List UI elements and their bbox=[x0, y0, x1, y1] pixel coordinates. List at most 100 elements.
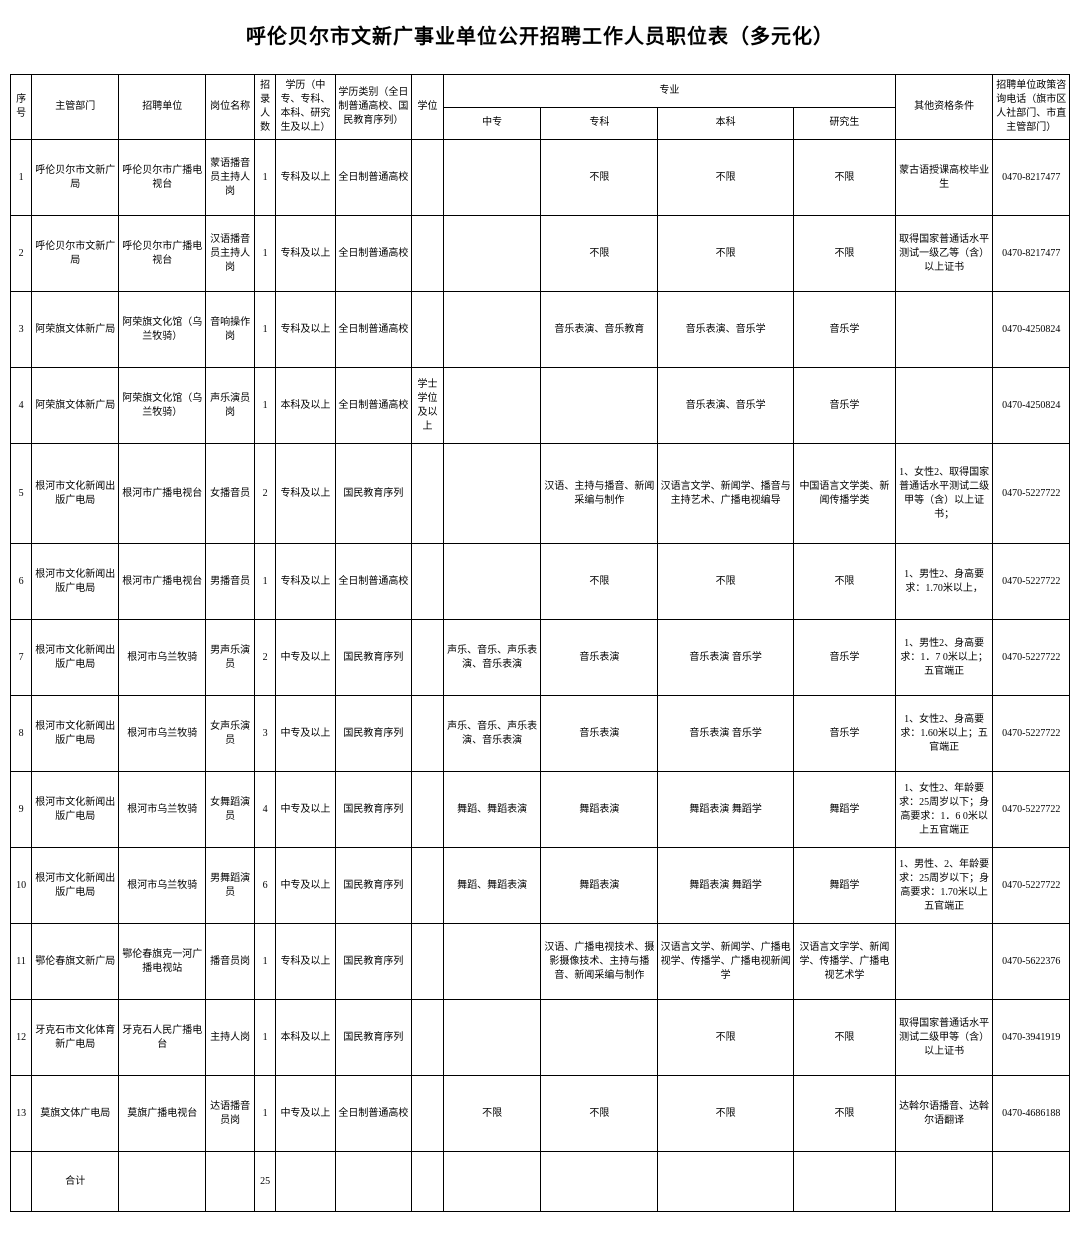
cell-ben: 音乐表演、音乐学 bbox=[658, 292, 794, 368]
cell-count: 1 bbox=[255, 924, 276, 1000]
cell-degree bbox=[412, 544, 444, 620]
cell-education: 中专及以上 bbox=[276, 696, 335, 772]
cell-education: 专科及以上 bbox=[276, 924, 335, 1000]
table-row: 12牙克石市文化体育新广电局牙克石人民广播电台主持人岗1本科及以上国民教育序列不… bbox=[11, 1000, 1070, 1076]
cell-degree bbox=[412, 1076, 444, 1152]
cell-zhuan: 汉语、广播电视技术、摄影摄像技术、主持与播音、新闻采编与制作 bbox=[541, 924, 658, 1000]
cell-seq: 9 bbox=[11, 772, 32, 848]
cell-degree bbox=[412, 924, 444, 1000]
table-row: 3阿荣旗文体新广局阿荣旗文化馆（乌兰牧骑）音响操作岗1专科及以上全日制普通高校音… bbox=[11, 292, 1070, 368]
cell-other bbox=[895, 292, 993, 368]
cell-seq: 7 bbox=[11, 620, 32, 696]
cell-zhuan bbox=[541, 1000, 658, 1076]
cell-yan: 音乐学 bbox=[794, 620, 896, 696]
cell-ben: 汉语言文学、新闻学、广播电视学、传播学、广播电视新闻学 bbox=[658, 924, 794, 1000]
table-row: 9根河市文化新闻出版广电局根河市乌兰牧骑女舞蹈演员4中专及以上国民教育序列舞蹈、… bbox=[11, 772, 1070, 848]
cell-yan bbox=[794, 1152, 896, 1212]
cell-seq: 10 bbox=[11, 848, 32, 924]
cell-yan: 不限 bbox=[794, 1000, 896, 1076]
cell-education: 专科及以上 bbox=[276, 140, 335, 216]
cell-degree bbox=[412, 444, 444, 544]
cell-other: 1、女性2、身高要求：1.60米以上；五官端正 bbox=[895, 696, 993, 772]
cell-eduType: 国民教育序列 bbox=[335, 772, 411, 848]
cell-seq bbox=[11, 1152, 32, 1212]
cell-eduType: 全日制普通高校 bbox=[335, 292, 411, 368]
table-row: 4阿荣旗文体新广局阿荣旗文化馆（乌兰牧骑）声乐演员岗1本科及以上全日制普通高校学… bbox=[11, 368, 1070, 444]
cell-count: 1 bbox=[255, 140, 276, 216]
cell-education: 专科及以上 bbox=[276, 216, 335, 292]
cell-count: 2 bbox=[255, 620, 276, 696]
cell-post: 女舞蹈演员 bbox=[206, 772, 255, 848]
cell-other: 1、男性2、身高要求：1．7 0米以上；五官端正 bbox=[895, 620, 993, 696]
header-phone: 招聘单位政策咨询电话（旗市区人社部门、市直主管部门） bbox=[993, 75, 1070, 140]
cell-yan: 不限 bbox=[794, 544, 896, 620]
cell-zhuan: 汉语、主持与播音、新闻采编与制作 bbox=[541, 444, 658, 544]
cell-zhong: 声乐、音乐、声乐表演、音乐表演 bbox=[443, 620, 541, 696]
cell-ben: 汉语言文学、新闻学、播音与主持艺术、广播电视编导 bbox=[658, 444, 794, 544]
header-education: 学历（中专、专科、本科、研究生及以上） bbox=[276, 75, 335, 140]
cell-post bbox=[206, 1152, 255, 1212]
cell-other: 取得国家普通话水平测试二级甲等（含）以上证书 bbox=[895, 1000, 993, 1076]
cell-department: 根河市文化新闻出版广电局 bbox=[32, 544, 119, 620]
table-row: 7根河市文化新闻出版广电局根河市乌兰牧骑男声乐演员2中专及以上国民教育序列声乐、… bbox=[11, 620, 1070, 696]
cell-post: 男播音员 bbox=[206, 544, 255, 620]
cell-yan: 舞蹈学 bbox=[794, 772, 896, 848]
cell-department: 牙克石市文化体育新广电局 bbox=[32, 1000, 119, 1076]
cell-ben bbox=[658, 1152, 794, 1212]
cell-zhuan: 音乐表演、音乐教育 bbox=[541, 292, 658, 368]
table-row: 11鄂伦春旗文新广局鄂伦春旗克一河广播电视站播音员岗1专科及以上国民教育序列汉语… bbox=[11, 924, 1070, 1000]
cell-eduType: 国民教育序列 bbox=[335, 444, 411, 544]
cell-zhuan: 不限 bbox=[541, 140, 658, 216]
cell-phone: 0470-5227722 bbox=[993, 620, 1070, 696]
cell-count: 2 bbox=[255, 444, 276, 544]
cell-zhuan: 不限 bbox=[541, 544, 658, 620]
header-major-zhong: 中专 bbox=[443, 107, 541, 140]
cell-education: 中专及以上 bbox=[276, 848, 335, 924]
cell-degree bbox=[412, 1000, 444, 1076]
cell-yan: 汉语言文字学、新闻学、传播学、广播电视艺术学 bbox=[794, 924, 896, 1000]
cell-department: 莫旗文体广电局 bbox=[32, 1076, 119, 1152]
cell-zhong bbox=[443, 544, 541, 620]
cell-zhong: 声乐、音乐、声乐表演、音乐表演 bbox=[443, 696, 541, 772]
cell-other: 达斡尔语播音、达斡尔语翻译 bbox=[895, 1076, 993, 1152]
cell-degree: 学士学位及以上 bbox=[412, 368, 444, 444]
cell-zhuan: 不限 bbox=[541, 1076, 658, 1152]
cell-zhong bbox=[443, 1152, 541, 1212]
header-post: 岗位名称 bbox=[206, 75, 255, 140]
cell-yan: 不限 bbox=[794, 140, 896, 216]
cell-education: 本科及以上 bbox=[276, 1000, 335, 1076]
cell-degree bbox=[412, 1152, 444, 1212]
cell-count: 1 bbox=[255, 1076, 276, 1152]
cell-phone: 0470-5227722 bbox=[993, 848, 1070, 924]
cell-other bbox=[895, 368, 993, 444]
cell-seq: 8 bbox=[11, 696, 32, 772]
page-title: 呼伦贝尔市文新广事业单位公开招聘工作人员职位表（多元化） bbox=[10, 20, 1070, 49]
cell-yan: 中国语言文学类、新闻传播学类 bbox=[794, 444, 896, 544]
header-degree: 学位 bbox=[412, 75, 444, 140]
cell-post: 女播音员 bbox=[206, 444, 255, 544]
header-major-ben: 本科 bbox=[658, 107, 794, 140]
cell-department: 根河市文化新闻出版广电局 bbox=[32, 620, 119, 696]
cell-zhong: 舞蹈、舞蹈表演 bbox=[443, 772, 541, 848]
cell-seq: 13 bbox=[11, 1076, 32, 1152]
cell-eduType: 国民教育序列 bbox=[335, 848, 411, 924]
cell-seq: 2 bbox=[11, 216, 32, 292]
cell-ben: 舞蹈表演 舞蹈学 bbox=[658, 772, 794, 848]
cell-phone: 0470-5227722 bbox=[993, 772, 1070, 848]
cell-unit: 根河市广播电视台 bbox=[119, 444, 206, 544]
cell-eduType: 全日制普通高校 bbox=[335, 1076, 411, 1152]
cell-eduType: 国民教育序列 bbox=[335, 924, 411, 1000]
cell-phone bbox=[993, 1152, 1070, 1212]
cell-zhuan: 音乐表演 bbox=[541, 620, 658, 696]
cell-yan: 舞蹈学 bbox=[794, 848, 896, 924]
positions-table: 序号 主管部门 招聘单位 岗位名称 招录人数 学历（中专、专科、本科、研究生及以… bbox=[10, 74, 1070, 1212]
cell-ben: 舞蹈表演 舞蹈学 bbox=[658, 848, 794, 924]
cell-eduType: 国民教育序列 bbox=[335, 696, 411, 772]
header-major-zhuan: 专科 bbox=[541, 107, 658, 140]
cell-zhuan: 音乐表演 bbox=[541, 696, 658, 772]
cell-department: 根河市文化新闻出版广电局 bbox=[32, 444, 119, 544]
cell-zhuan bbox=[541, 368, 658, 444]
cell-phone: 0470-8217477 bbox=[993, 140, 1070, 216]
cell-unit: 呼伦贝尔市广播电视台 bbox=[119, 140, 206, 216]
table-row: 8根河市文化新闻出版广电局根河市乌兰牧骑女声乐演员3中专及以上国民教育序列声乐、… bbox=[11, 696, 1070, 772]
